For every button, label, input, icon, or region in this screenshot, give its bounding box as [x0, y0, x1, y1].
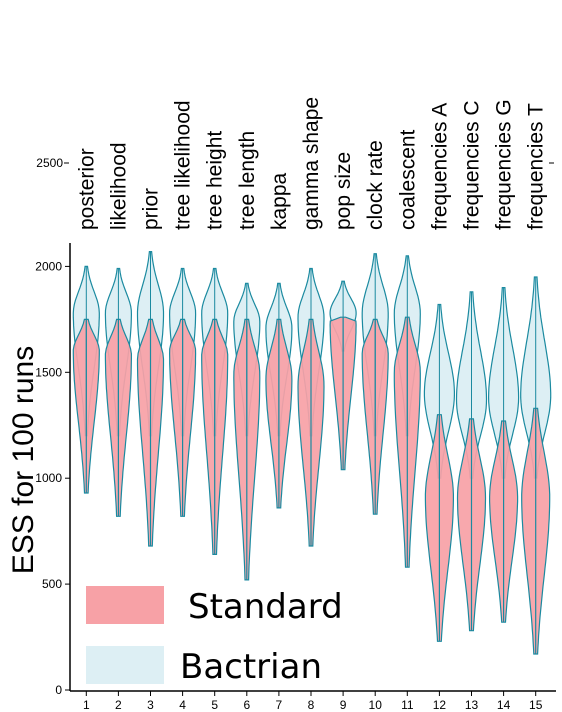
violin-group [104, 267, 133, 517]
x-tick-label: 5 [211, 698, 218, 712]
legend-swatch-standard [86, 586, 164, 624]
parameter-label: posterior [75, 148, 98, 230]
y-tick-label: 1500 [35, 365, 62, 379]
parameter-label: clock rate [364, 140, 387, 230]
y-axis: 0 500 1000 1500 2000 [35, 243, 71, 697]
y-tick-label: 2000 [35, 259, 62, 273]
parameter-label: frequencies G [493, 99, 516, 230]
parameter-labels: posterior likelihood prior tree likelihood t… [75, 97, 547, 230]
parameter-label: tree length [236, 131, 259, 230]
violins [72, 251, 552, 655]
y-tick-label: 500 [42, 577, 62, 591]
legend-label-bactrian: Bactrian [180, 647, 322, 687]
violin-group [393, 255, 421, 568]
parameter-label: coalescent [396, 129, 419, 230]
legend-label-standard: Standard [188, 587, 343, 627]
legend-swatch-bactrian [86, 646, 164, 684]
violin-group [72, 265, 100, 494]
x-axis: 1 2 3 4 5 6 7 8 9 10 11 12 13 14 15 [70, 690, 556, 712]
violin-group [201, 267, 229, 555]
violin-group [361, 253, 389, 515]
x-tick-label: 15 [529, 698, 543, 712]
x-tick-label: 12 [433, 698, 447, 712]
violin-group [455, 291, 488, 632]
violin-group [168, 267, 197, 517]
x-tick-label: 11 [401, 698, 414, 712]
violin-group [329, 280, 357, 471]
x-tick-label: 9 [340, 698, 347, 712]
violin-group [233, 282, 261, 581]
x-tick-label: 1 [83, 698, 90, 712]
y-tick-label: 0 [55, 683, 62, 697]
y-tick-label: 2500 [36, 156, 63, 170]
parameter-label: frequencies C [461, 100, 484, 230]
parameter-label: prior [140, 188, 163, 230]
violin-group [487, 287, 520, 623]
parameter-label: tree height [204, 131, 227, 230]
violin-group [423, 303, 455, 642]
parameter-label: gamma shape [300, 97, 323, 230]
violin-group [136, 251, 165, 547]
x-tick-label: 10 [369, 698, 383, 712]
parameter-label: pop size [332, 152, 355, 230]
x-tick-label: 7 [276, 698, 283, 712]
x-tick-label: 13 [465, 698, 479, 712]
y-axis-label: ESS for 100 runs [7, 346, 40, 574]
parameter-label: frequencies A [428, 103, 451, 230]
top-axis: 2500 [36, 156, 554, 170]
x-tick-label: 6 [243, 698, 250, 712]
parameter-label: likelihood [107, 142, 130, 230]
x-tick-label: 8 [308, 698, 315, 712]
y-tick-label: 1000 [35, 471, 62, 485]
x-tick-label: 4 [179, 698, 186, 712]
x-tick-label: 2 [115, 698, 122, 712]
parameter-label: kappa [268, 172, 291, 230]
parameter-label: frequencies T [525, 103, 548, 230]
legend: Standard Bactrian [86, 586, 343, 687]
violin-group [265, 282, 293, 509]
violin-group [297, 267, 325, 547]
x-tick-label: 14 [497, 698, 511, 712]
x-tick-label: 3 [147, 698, 154, 712]
parameter-label: tree likelihood [172, 100, 195, 230]
violin-group [520, 276, 552, 655]
